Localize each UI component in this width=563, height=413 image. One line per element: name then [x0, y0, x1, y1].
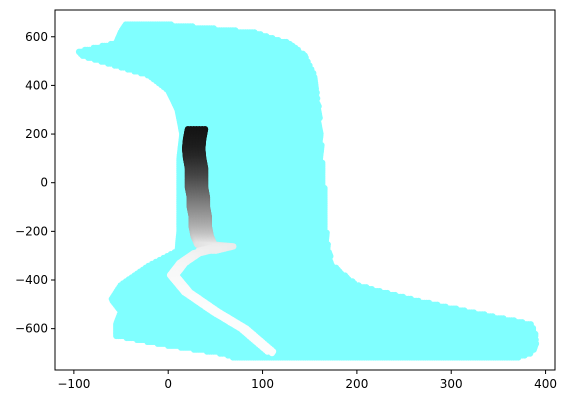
- scatter-chart: −100 0 100 200 300 400 −600−400−2000200400600: [15, 9, 558, 391]
